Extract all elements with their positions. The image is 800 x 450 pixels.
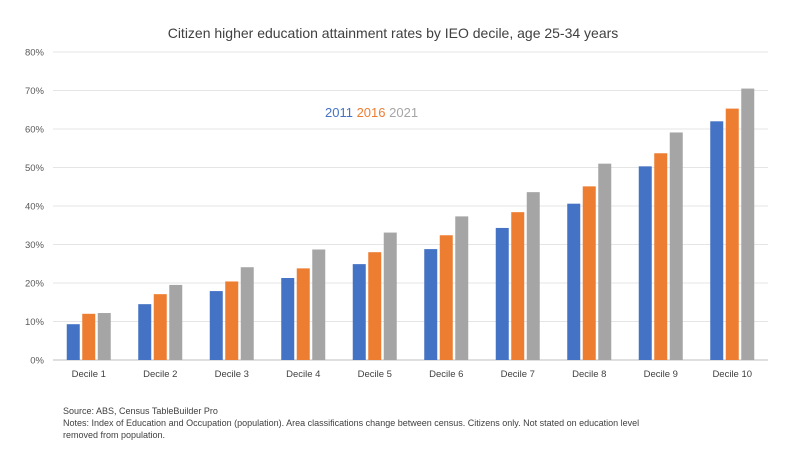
bar-2011-decile-9 [638, 166, 652, 360]
y-tick-label: 20% [25, 279, 45, 290]
source-note: Source: ABS, Census TableBuilder Pro [63, 406, 218, 416]
y-tick-label: 10% [25, 317, 45, 328]
notes-line-1: Notes: Index of Education and Occupation… [63, 418, 640, 428]
bar-2011-decile-8 [567, 203, 581, 360]
y-tick-label: 60% [25, 125, 45, 136]
bar-2016-decile-10 [725, 108, 739, 360]
y-tick-label: 70% [25, 86, 45, 97]
bar-2016-decile-9 [654, 153, 668, 360]
bar-2021-decile-5 [383, 232, 397, 360]
y-tick-label: 80% [25, 48, 45, 59]
bar-2021-decile-6 [455, 216, 469, 360]
bar-2011-decile-5 [352, 264, 366, 360]
bar-2011-decile-7 [495, 227, 509, 360]
legend-entry-2016: 2016 [353, 105, 386, 120]
x-tick-label: Decile 9 [644, 369, 678, 380]
bar-2016-decile-2 [153, 294, 167, 360]
chart-title: Citizen higher education attainment rate… [168, 25, 619, 41]
x-tick-label: Decile 7 [501, 369, 535, 380]
bar-2021-decile-9 [669, 132, 683, 360]
bar-2011-decile-4 [281, 277, 295, 360]
x-tick-label: Decile 8 [572, 369, 606, 380]
bar-2021-decile-7 [526, 192, 540, 360]
x-tick-label: Decile 4 [286, 369, 320, 380]
bar-2021-decile-10 [741, 88, 755, 360]
notes-line-2: removed from population. [63, 430, 166, 440]
legend: 2011 2016 2021 [325, 105, 418, 120]
bar-2011-decile-2 [138, 304, 152, 360]
x-tick-label: Decile 6 [429, 369, 463, 380]
x-tick-label: Decile 10 [712, 369, 752, 380]
bar-2021-decile-3 [240, 267, 254, 360]
bar-2021-decile-8 [598, 163, 612, 360]
bar-2016-decile-4 [296, 268, 310, 360]
bar-2016-decile-3 [225, 281, 239, 360]
legend-entry-2021: 2021 [386, 105, 419, 120]
bar-2011-decile-10 [710, 121, 724, 360]
bar-2016-decile-1 [82, 313, 96, 360]
bar-2016-decile-8 [582, 186, 596, 360]
y-tick-label: 40% [25, 202, 45, 213]
y-axis-tick-labels: 0% 10% 20% 30% 40% 50% 60% 70% 80% [25, 48, 45, 367]
y-tick-label: 50% [25, 163, 45, 174]
bar-2016-decile-5 [368, 252, 382, 360]
x-tick-label: Decile 3 [215, 369, 249, 380]
bar-2011-decile-1 [66, 324, 80, 360]
x-axis-tick-labels: Decile 1 Decile 2 Decile 3 Decile 4 Decile 5… [72, 369, 752, 380]
y-tick-label: 30% [25, 240, 45, 251]
bar-2016-decile-7 [511, 212, 525, 360]
bar-2011-decile-6 [424, 249, 438, 360]
bar-2021-decile-2 [169, 284, 183, 360]
bar-2021-decile-4 [312, 249, 326, 360]
x-tick-label: Decile 1 [72, 369, 106, 380]
bars [66, 88, 755, 360]
bar-2011-decile-3 [209, 291, 223, 360]
x-tick-label: Decile 5 [358, 369, 392, 380]
x-tick-label: Decile 2 [143, 369, 177, 380]
y-tick-label: 0% [30, 356, 44, 367]
bar-2021-decile-1 [97, 313, 111, 360]
chart-notes: Source: ABS, Census TableBuilder Pro Not… [63, 405, 683, 441]
legend-entry-2011: 2011 [325, 105, 353, 120]
bar-2016-decile-6 [439, 235, 453, 360]
